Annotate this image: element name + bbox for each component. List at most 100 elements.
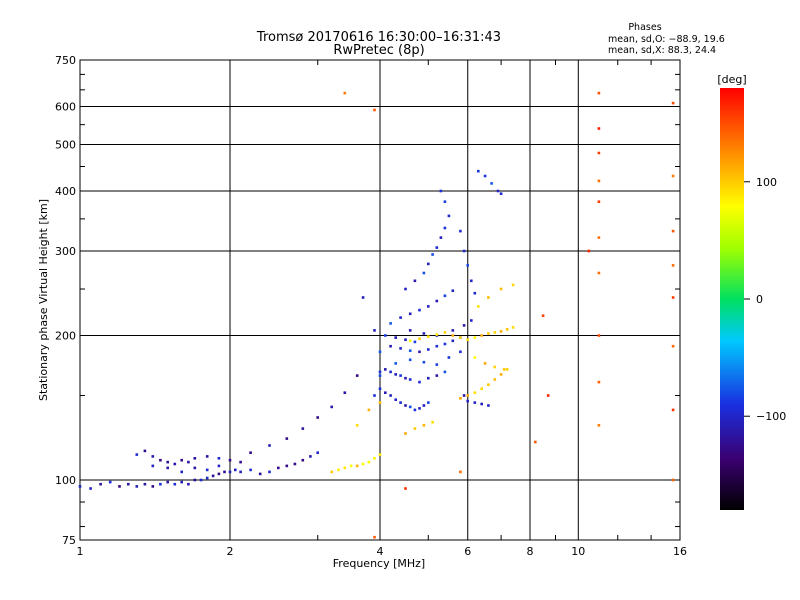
data-point <box>477 305 480 308</box>
data-point <box>422 271 426 275</box>
data-point <box>316 416 319 419</box>
data-point <box>427 305 430 308</box>
data-point <box>459 350 462 354</box>
data-point <box>404 376 407 380</box>
data-point <box>404 487 407 490</box>
data-point <box>173 462 177 466</box>
data-point <box>394 362 397 365</box>
data-point <box>473 291 477 295</box>
data-point <box>378 401 382 404</box>
data-point <box>373 535 376 539</box>
data-point <box>234 468 237 472</box>
data-point <box>343 391 347 394</box>
data-point <box>427 335 430 338</box>
data-point <box>466 399 469 403</box>
x-tick-label: 4 <box>377 545 384 558</box>
data-point <box>228 458 232 462</box>
data-point <box>205 455 209 458</box>
data-point <box>671 478 675 482</box>
data-point <box>480 334 483 337</box>
data-point <box>597 424 601 427</box>
data-point <box>361 462 365 466</box>
data-point <box>193 457 197 460</box>
y-tick-label: 400 <box>55 185 76 198</box>
y-tick-label: 500 <box>55 139 76 152</box>
data-point <box>483 174 487 178</box>
data-point <box>427 376 430 380</box>
y-tick-label: 300 <box>55 245 76 258</box>
data-point <box>505 368 509 371</box>
data-point <box>413 427 417 430</box>
x-tick-label: 2 <box>227 545 234 558</box>
data-point <box>211 474 215 478</box>
data-point <box>389 394 392 397</box>
phases-stat-o: mean, sd,O: −88.9, 19.6 <box>608 34 725 45</box>
data-point <box>193 478 197 482</box>
data-point <box>490 182 493 185</box>
data-point <box>466 394 469 397</box>
colorbar-unit: [deg] <box>717 73 746 86</box>
data-point <box>378 453 382 456</box>
data-point <box>249 451 252 454</box>
data-point <box>493 331 497 334</box>
data-point <box>511 326 515 329</box>
data-point <box>671 408 675 412</box>
y-tick-label: 100 <box>55 474 76 487</box>
data-point <box>462 324 466 327</box>
data-point <box>408 329 412 332</box>
x-tick-label: 6 <box>464 545 471 558</box>
data-point <box>384 391 387 394</box>
data-point <box>447 356 451 359</box>
data-point <box>384 334 387 337</box>
data-point <box>443 331 447 334</box>
data-point <box>268 470 271 474</box>
data-point <box>399 347 402 350</box>
data-point <box>118 485 121 488</box>
data-point <box>367 408 371 412</box>
data-point <box>541 314 545 317</box>
data-point <box>422 404 426 407</box>
data-point <box>217 457 221 460</box>
data-point <box>443 226 447 230</box>
data-point <box>394 336 397 339</box>
data-point <box>427 262 430 266</box>
data-points <box>78 91 675 539</box>
data-point <box>389 344 392 348</box>
data-point <box>301 458 305 462</box>
y-tick-label: 75 <box>62 534 76 547</box>
data-point <box>166 480 169 484</box>
data-point <box>187 460 190 464</box>
data-point <box>422 332 426 335</box>
data-point <box>470 279 473 283</box>
data-point <box>427 348 430 351</box>
grid-lines <box>80 60 680 540</box>
data-point <box>343 91 347 95</box>
data-point <box>459 229 462 233</box>
data-point <box>443 294 447 298</box>
data-point <box>361 296 365 299</box>
data-point <box>143 482 147 486</box>
data-point <box>439 189 443 193</box>
data-point <box>285 437 289 440</box>
data-point <box>378 370 382 374</box>
data-point <box>671 174 675 178</box>
data-point <box>408 339 412 343</box>
data-point <box>480 387 483 390</box>
chart-subtitle: RwPretec (8p) <box>333 43 424 58</box>
data-point <box>418 350 421 354</box>
data-point <box>151 464 155 468</box>
data-point <box>487 296 490 299</box>
data-point <box>373 457 376 460</box>
x-tick-label: 8 <box>527 545 534 558</box>
data-point <box>443 342 447 346</box>
data-point <box>422 360 426 364</box>
data-point <box>378 374 382 377</box>
data-point <box>451 329 455 332</box>
phases-stat-x: mean, sd,X: 88.3, 24.4 <box>608 45 716 56</box>
data-point <box>597 200 601 203</box>
data-point <box>413 340 417 344</box>
data-point <box>337 468 340 472</box>
data-point <box>199 478 203 482</box>
data-point <box>496 189 500 193</box>
data-point <box>151 485 155 488</box>
